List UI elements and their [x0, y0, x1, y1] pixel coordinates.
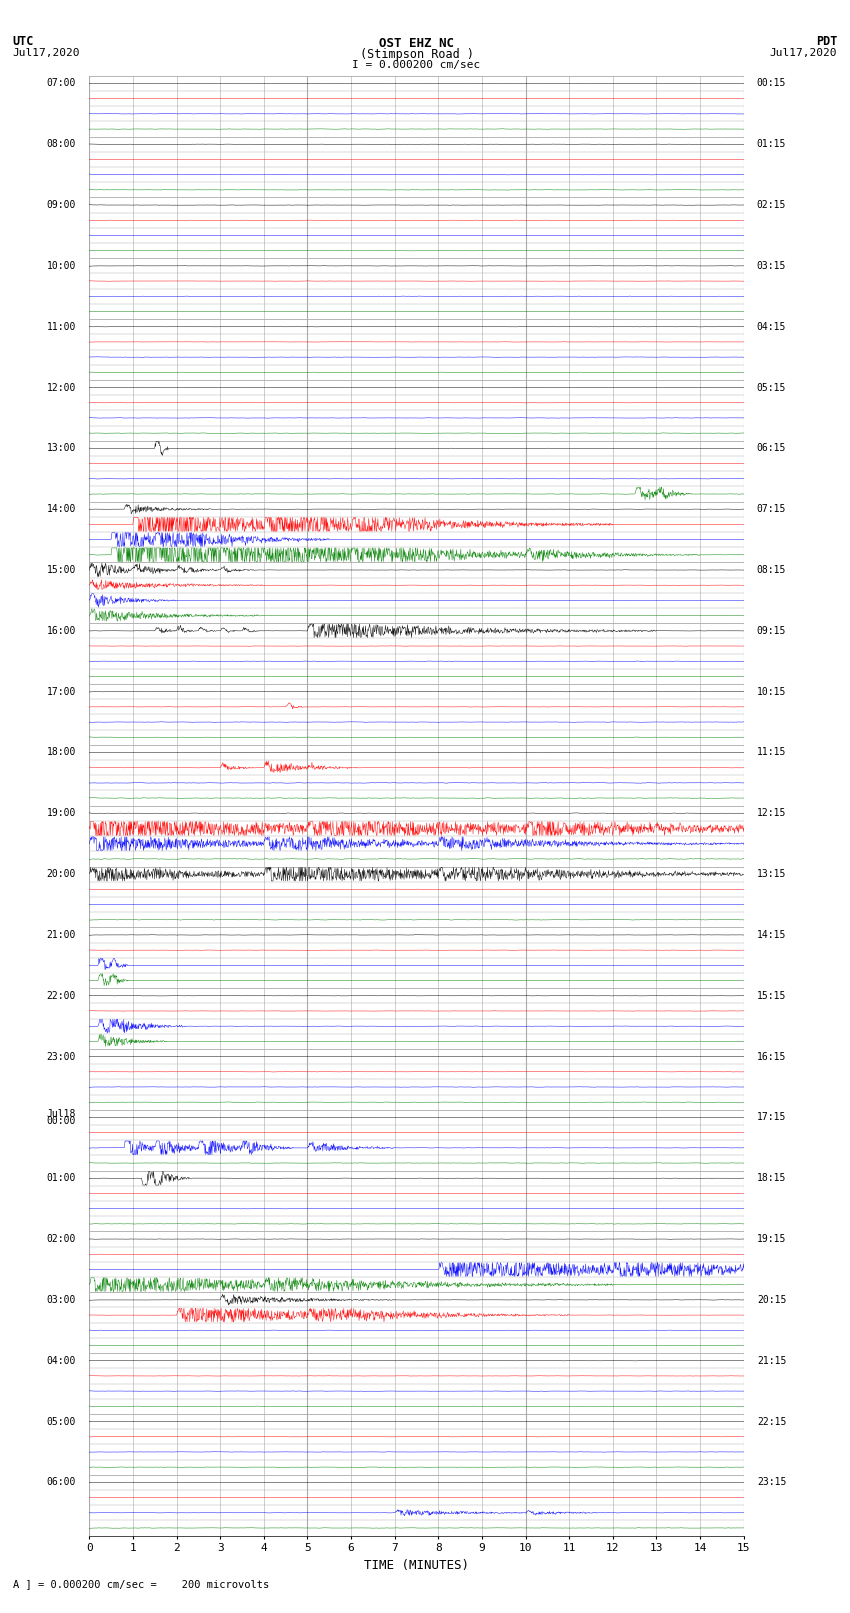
Text: Jul18: Jul18: [47, 1108, 76, 1118]
Text: 20:15: 20:15: [756, 1295, 786, 1305]
Text: 05:00: 05:00: [47, 1416, 76, 1426]
Text: 03:00: 03:00: [47, 1295, 76, 1305]
Text: 20:00: 20:00: [47, 869, 76, 879]
Text: 19:00: 19:00: [47, 808, 76, 818]
Text: I = 0.000200 cm/sec: I = 0.000200 cm/sec: [353, 60, 480, 69]
Text: 08:00: 08:00: [47, 139, 76, 150]
Text: 00:00: 00:00: [47, 1116, 76, 1126]
Text: 14:15: 14:15: [756, 931, 786, 940]
Text: 23:15: 23:15: [756, 1478, 786, 1487]
Text: 01:00: 01:00: [47, 1173, 76, 1184]
Text: 12:00: 12:00: [47, 382, 76, 392]
Text: 08:15: 08:15: [756, 565, 786, 574]
Text: 21:15: 21:15: [756, 1355, 786, 1366]
Text: 09:15: 09:15: [756, 626, 786, 636]
Text: PDT: PDT: [816, 35, 837, 48]
Text: 02:15: 02:15: [756, 200, 786, 210]
Text: 06:00: 06:00: [47, 1478, 76, 1487]
Text: 02:00: 02:00: [47, 1234, 76, 1244]
Text: 06:15: 06:15: [756, 444, 786, 453]
Text: 01:15: 01:15: [756, 139, 786, 150]
Text: OST EHZ NC: OST EHZ NC: [379, 37, 454, 50]
Text: 11:15: 11:15: [756, 747, 786, 758]
Text: Jul17,2020: Jul17,2020: [13, 48, 80, 58]
Text: 11:00: 11:00: [47, 321, 76, 332]
Text: 22:15: 22:15: [756, 1416, 786, 1426]
Text: 04:00: 04:00: [47, 1355, 76, 1366]
Text: 19:15: 19:15: [756, 1234, 786, 1244]
Text: 14:00: 14:00: [47, 505, 76, 515]
Text: Jul17,2020: Jul17,2020: [770, 48, 837, 58]
Text: 09:00: 09:00: [47, 200, 76, 210]
Text: UTC: UTC: [13, 35, 34, 48]
Text: 03:15: 03:15: [756, 261, 786, 271]
Text: 16:15: 16:15: [756, 1052, 786, 1061]
Text: 17:15: 17:15: [756, 1113, 786, 1123]
Text: (Stimpson Road ): (Stimpson Road ): [360, 48, 473, 61]
Text: 04:15: 04:15: [756, 321, 786, 332]
Text: A ] = 0.000200 cm/sec =    200 microvolts: A ] = 0.000200 cm/sec = 200 microvolts: [13, 1579, 269, 1589]
Text: 16:00: 16:00: [47, 626, 76, 636]
Text: 13:15: 13:15: [756, 869, 786, 879]
Text: 07:15: 07:15: [756, 505, 786, 515]
Text: 05:15: 05:15: [756, 382, 786, 392]
Text: 10:15: 10:15: [756, 687, 786, 697]
Text: 23:00: 23:00: [47, 1052, 76, 1061]
Text: 18:00: 18:00: [47, 747, 76, 758]
Text: 22:00: 22:00: [47, 990, 76, 1000]
Text: 15:00: 15:00: [47, 565, 76, 574]
Text: 17:00: 17:00: [47, 687, 76, 697]
Text: 15:15: 15:15: [756, 990, 786, 1000]
Text: 07:00: 07:00: [47, 79, 76, 89]
Text: 10:00: 10:00: [47, 261, 76, 271]
Text: 00:15: 00:15: [756, 79, 786, 89]
X-axis label: TIME (MINUTES): TIME (MINUTES): [364, 1558, 469, 1571]
Text: 13:00: 13:00: [47, 444, 76, 453]
Text: 18:15: 18:15: [756, 1173, 786, 1184]
Text: 21:00: 21:00: [47, 931, 76, 940]
Text: 12:15: 12:15: [756, 808, 786, 818]
